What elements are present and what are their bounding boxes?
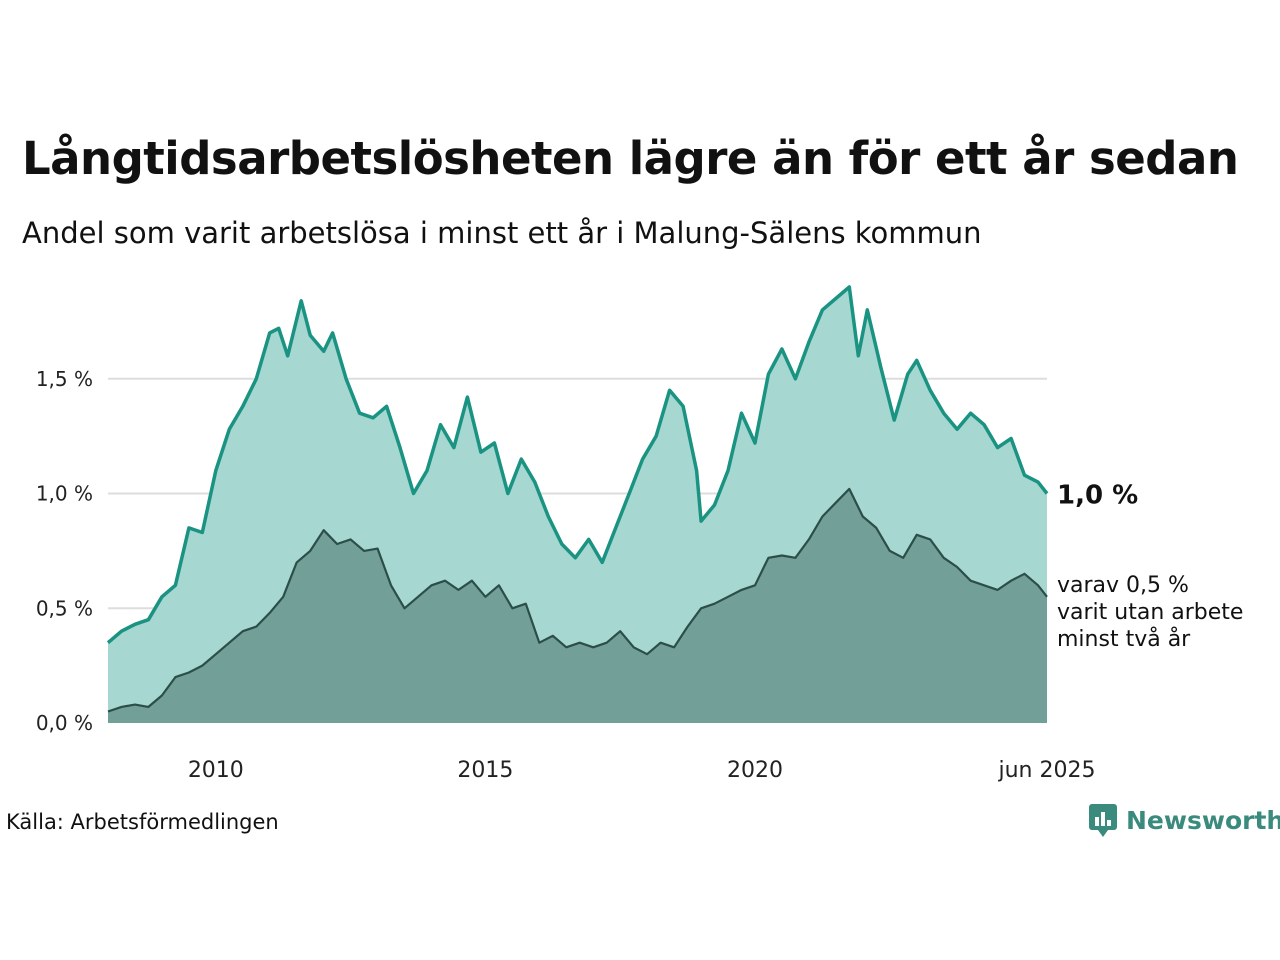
y-tick-label: 0,5 % — [36, 596, 93, 620]
axes: 0,0 % 0,5 % 1,0 % 1,5 % 2010 2015 2020 jun 2025 — [36, 367, 1096, 783]
end-label-subseries: varav 0,5 % varit utan arbete minst två år — [1057, 573, 1243, 652]
series-line-minst-tva-ar — [107, 487, 1048, 713]
chart-title: Långtidsarbetslösheten lägre än för ett … — [22, 132, 1239, 185]
chart-subtitle: Andel som varit arbetslösa i minst ett å… — [22, 216, 982, 250]
x-tick-label: 2010 — [188, 758, 244, 783]
series-area-minst-tva-ar — [108, 488, 1047, 723]
source-note: Källa: Arbetsförmedlingen — [6, 810, 279, 834]
series-areas — [106, 285, 1049, 723]
y-tick-label: 0,0 % — [36, 711, 93, 735]
series-line-minst-ett-ar — [106, 285, 1049, 645]
end-labels: 1,0 % varav 0,5 % varit utan arbete minst t… — [1057, 481, 1243, 652]
area-chart: 0,0 % 0,5 % 1,0 % 1,5 % 2010 2015 2020 jun 2025… — [36, 285, 1243, 783]
x-tick-label: jun 2025 — [998, 758, 1096, 783]
newsworthy-logo-icon — [1089, 804, 1117, 837]
brand-name: Newsworthy — [1126, 805, 1280, 835]
x-tick-label: 2020 — [727, 758, 783, 783]
brand-logo[interactable]: Newsworthy — [1088, 800, 1280, 840]
end-label-value: 1,0 % — [1057, 481, 1138, 511]
x-tick-label: 2015 — [457, 758, 513, 783]
y-tick-label: 1,5 % — [36, 367, 93, 391]
y-tick-label: 1,0 % — [36, 482, 93, 506]
